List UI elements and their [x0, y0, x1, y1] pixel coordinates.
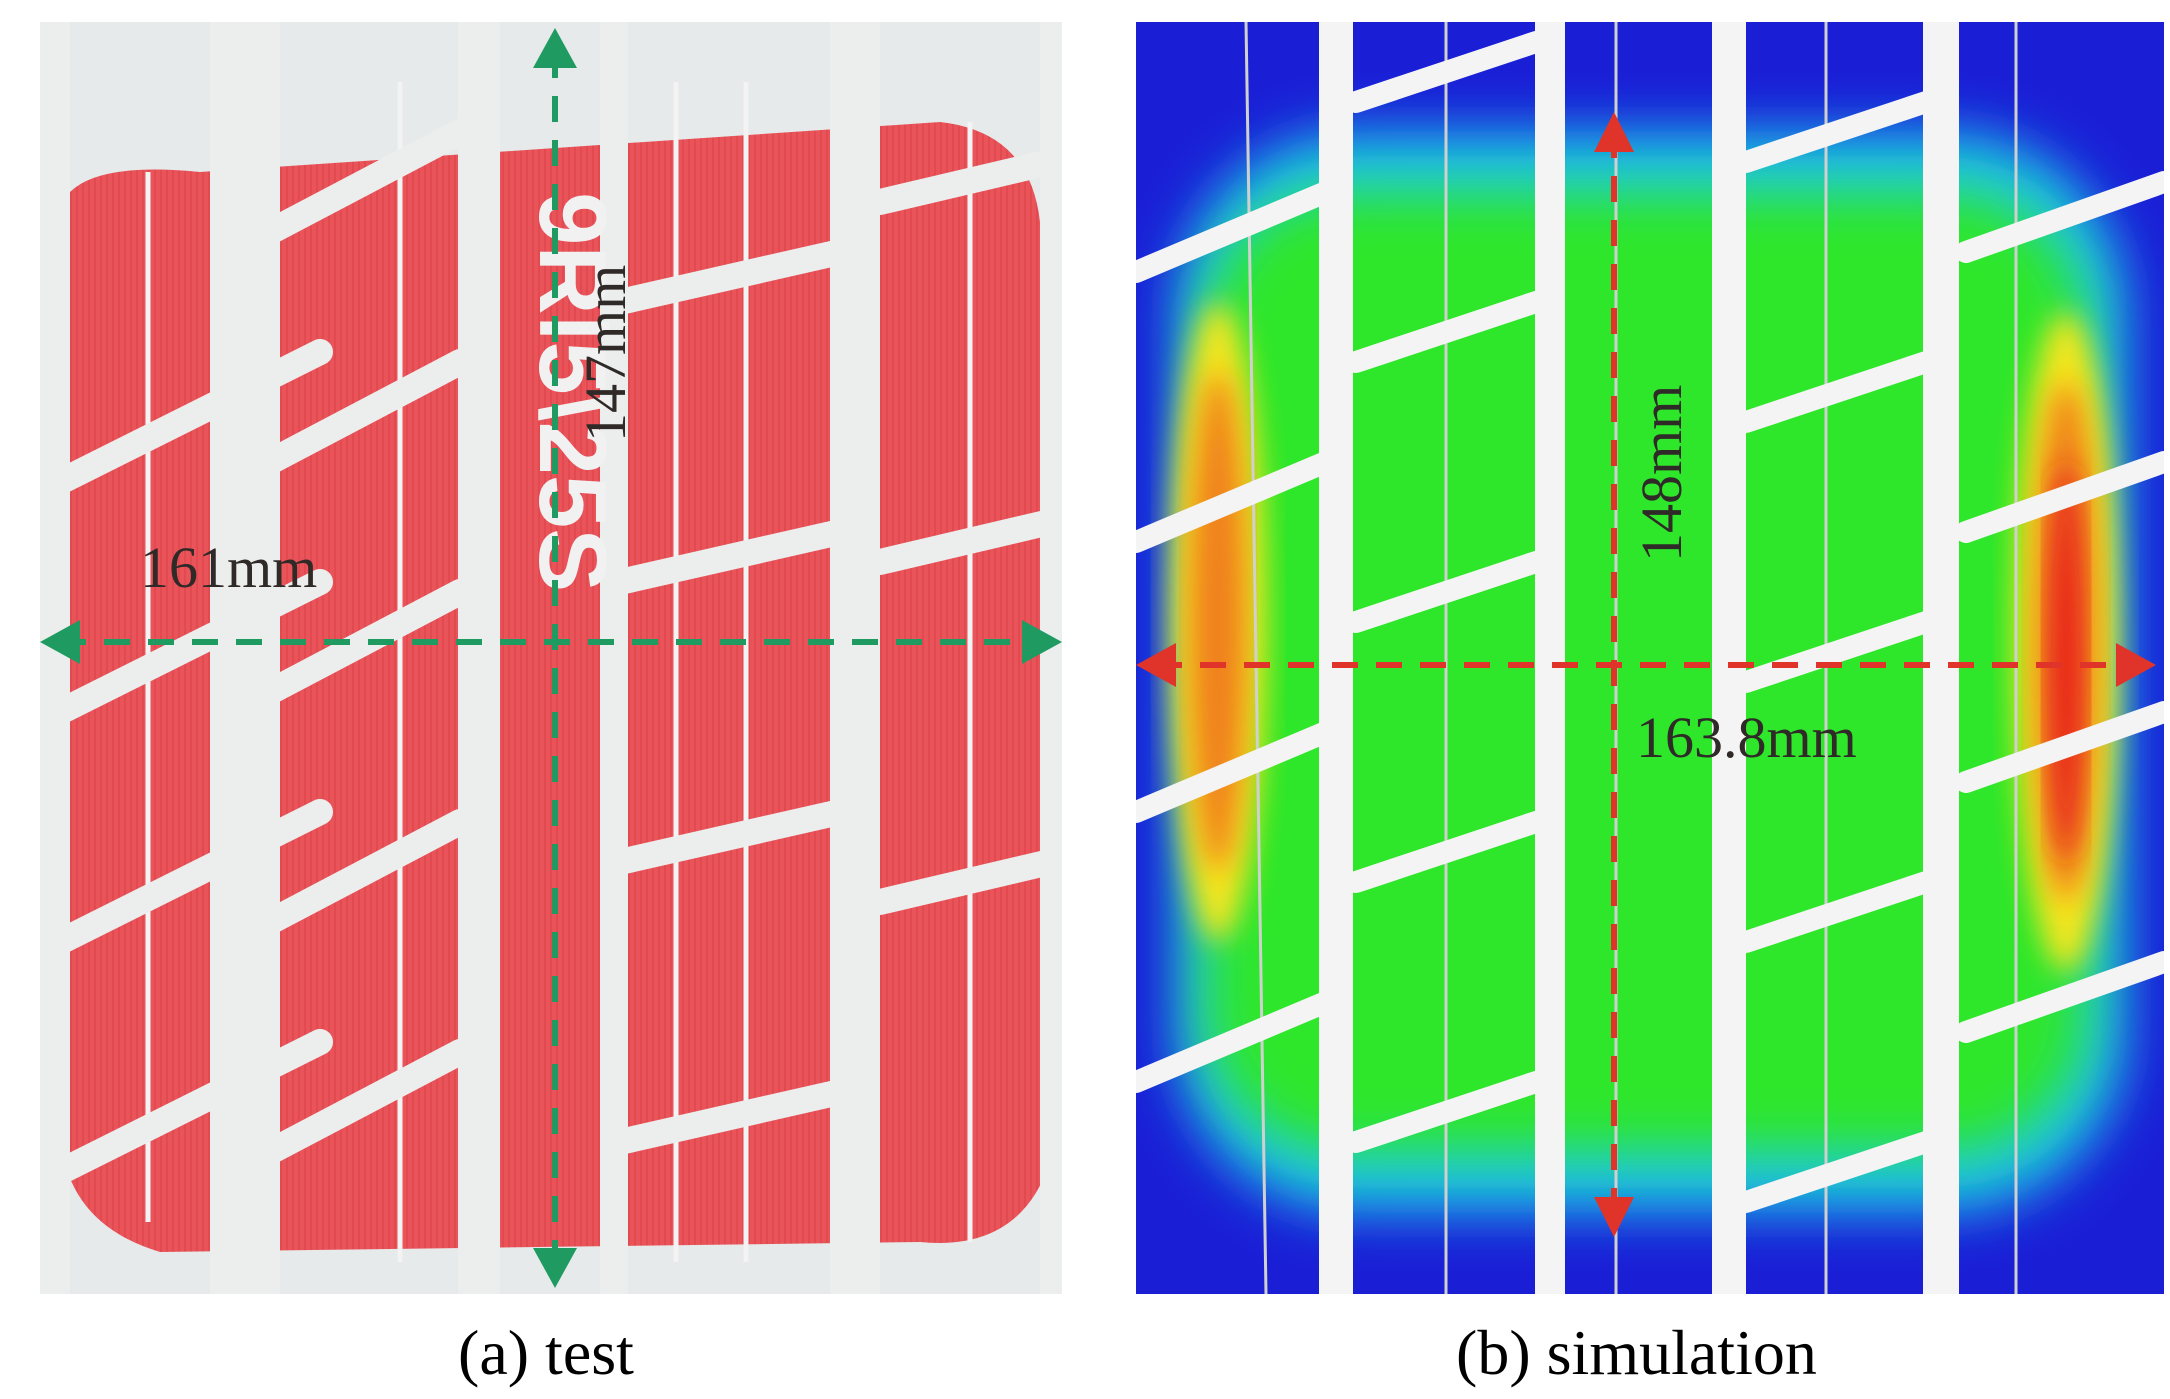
simulation-contour-image: 148mm 163.8mm [1136, 22, 2164, 1294]
arrowheads [1136, 112, 2156, 1237]
caption-test: (a) test [458, 1317, 634, 1388]
arrowhead-bottom [1594, 1197, 1634, 1237]
length-measure-label: 148mm [1629, 385, 1694, 562]
caption-simulation: (b) simulation [1456, 1317, 1817, 1388]
arrowheads [40, 28, 1062, 1288]
simulation-contour-drawing: 148mm 163.8mm [1136, 22, 2164, 1294]
measurement-lines [60, 52, 1042, 1268]
arrowhead-right [1022, 620, 1062, 664]
arrowhead-right [2116, 643, 2156, 687]
test-footprint-image: 9Rl5\25S 161mm 147mm [40, 22, 1062, 1294]
measurement-lines [1156, 132, 2136, 1217]
test-footprint-drawing: 9Rl5\25S 161mm 147mm [40, 22, 1062, 1294]
width-measure-label: 161mm [140, 535, 317, 600]
pressure-contours [1170, 132, 2126, 1212]
sidewall-lettering: 9Rl5\25S [519, 192, 626, 592]
arrowhead-left [1136, 643, 1176, 687]
lateral-grooves [40, 119, 1062, 1195]
arrowhead-left [40, 620, 80, 664]
lateral-grooves [1136, 31, 2164, 1213]
arrowhead-top [533, 28, 577, 68]
width-measure-label: 163.8mm [1636, 705, 1857, 770]
arrowhead-bottom [533, 1248, 577, 1288]
longitudinal-grooves [1319, 22, 1959, 1294]
length-measure-label: 147mm [573, 265, 638, 442]
arrowhead-top [1594, 112, 1634, 152]
